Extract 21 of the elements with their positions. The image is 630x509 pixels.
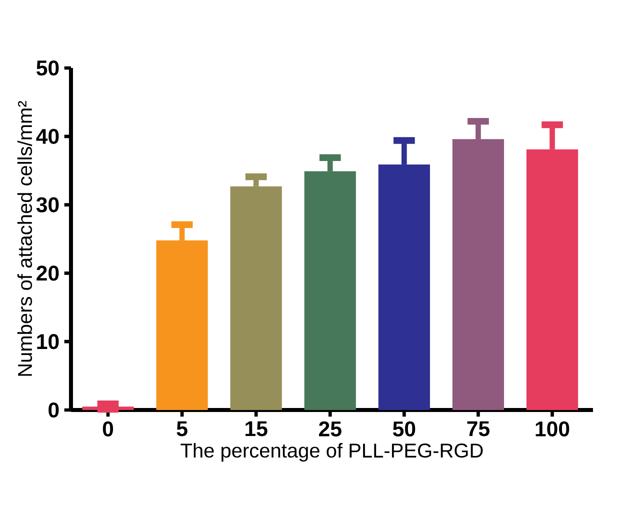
bar: [452, 139, 504, 410]
y-tick-label: 30: [36, 197, 59, 212]
x-tick-label: 100: [536, 421, 570, 436]
x-tick-label: 15: [246, 421, 268, 436]
x-tick-label: 25: [319, 421, 342, 436]
y-tick-label: 10: [37, 334, 59, 350]
y-tick-label: 50: [36, 60, 59, 76]
x-axis-title: The percentage of PLL-PEG-RGD: [180, 442, 483, 462]
x-tick-label: 5: [176, 421, 188, 436]
bar: [230, 186, 282, 410]
bar: [378, 164, 430, 410]
bar: [304, 171, 356, 410]
y-tick-label: 20: [36, 266, 59, 281]
y-tick-label: 0: [48, 402, 59, 418]
x-tick-label: 50: [392, 421, 416, 436]
y-axis-title: Numbers of attached cells/mm²: [17, 101, 32, 376]
x-tick-label: 75: [467, 421, 490, 436]
y-tick-label: 40: [36, 128, 59, 144]
bar: [526, 149, 578, 410]
x-tick-label: 0: [102, 421, 114, 436]
bar: [156, 240, 208, 410]
